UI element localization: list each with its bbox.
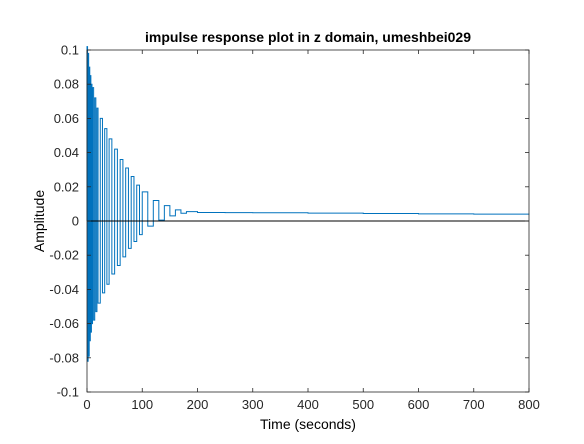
y-tick-label: 0.04 xyxy=(54,145,79,160)
y-tick-label: 0.1 xyxy=(61,43,79,58)
y-axis: 0.1 0.08 0.06 0.04 0.02 0 -0.02 -0.04 -0.06 -0.08… xyxy=(49,43,529,400)
y-tick-label: -0.1 xyxy=(57,385,79,400)
x-tick-label: 100 xyxy=(131,397,153,412)
series-0-line xyxy=(86,46,530,362)
x-tick-label: 600 xyxy=(408,397,430,412)
y-tick-label: -0.02 xyxy=(49,248,79,263)
chart-title: impulse response plot in z domain, umesh… xyxy=(145,29,471,45)
y-tick-label: 0.08 xyxy=(54,77,79,92)
x-tick-label: 0 xyxy=(83,397,90,412)
x-axis: 0 100 200 300 400 500 600 700 800 xyxy=(83,50,540,412)
series-layer xyxy=(86,46,530,362)
y-axis-title: Amplitude xyxy=(31,190,47,252)
x-axis-title: Time (seconds) xyxy=(260,416,356,432)
y-tick-label: 0.06 xyxy=(54,111,79,126)
x-tick-label: 300 xyxy=(242,397,264,412)
y-tick-label: -0.04 xyxy=(49,282,79,297)
x-tick-label: 400 xyxy=(297,397,319,412)
x-tick-label: 700 xyxy=(463,397,485,412)
x-tick-label: 500 xyxy=(352,397,374,412)
y-tick-label: 0 xyxy=(72,214,79,229)
y-tick-label: -0.08 xyxy=(49,350,79,365)
y-tick-label: 0.02 xyxy=(54,179,79,194)
x-tick-label: 800 xyxy=(518,397,540,412)
x-tick-label: 200 xyxy=(187,397,209,412)
y-tick-label: -0.06 xyxy=(49,316,79,331)
